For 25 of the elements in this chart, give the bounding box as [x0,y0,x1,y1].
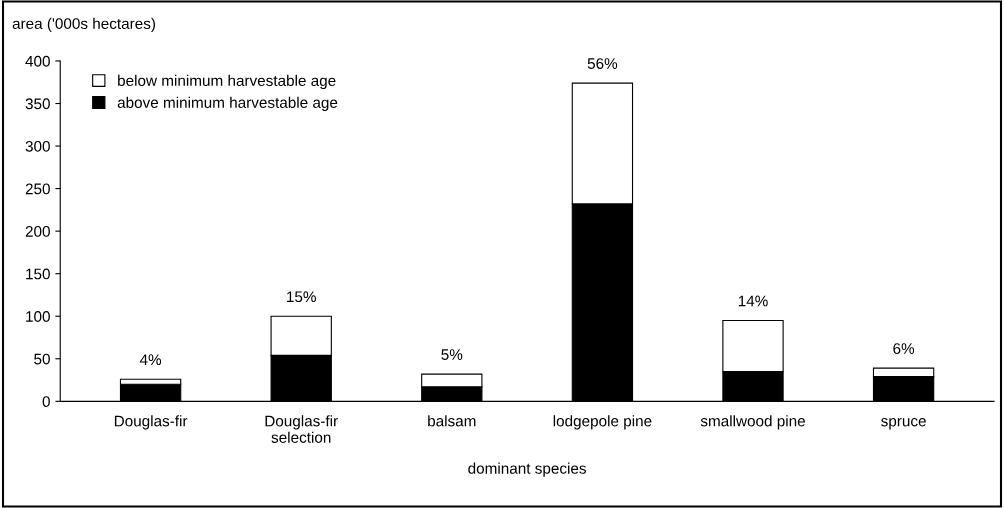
x-tick-label: lodgepole pine [553,415,652,430]
annotation: 5% [441,349,463,360]
annotation: 15% [287,291,316,303]
legend-label: below minimum harvestable age [118,74,336,90]
x-tick-label: balsam [428,415,476,427]
annotation: 14% [738,295,768,307]
y-tick-label: 50 [34,353,50,365]
y-tick-label: 0 [42,396,50,408]
y-tick-label: 350 [25,98,50,110]
x-tick-label: Douglas-fir selection [265,415,338,443]
y-tick-label: 150 [26,268,50,280]
y-tick-label: 200 [25,226,50,237]
y-axis-title: area ('000s hectares) [12,17,155,33]
x-tick-label: smallwood pine [700,415,805,430]
legend-label: above minimum harvestable age [117,96,338,111]
x-tick-label: Douglas-fir [114,415,188,430]
y-tick-label: 400 [25,55,50,67]
x-tick-label: spruce [881,418,926,430]
annotation: 4% [139,354,162,366]
y-tick-label: 250 [25,183,50,195]
x-axis-title: dominant species [468,462,586,477]
annotation: 6% [893,343,915,354]
y-tick-label: 100 [26,311,50,322]
annotation: 56% [587,58,618,69]
y-tick-label: 300 [25,140,50,152]
